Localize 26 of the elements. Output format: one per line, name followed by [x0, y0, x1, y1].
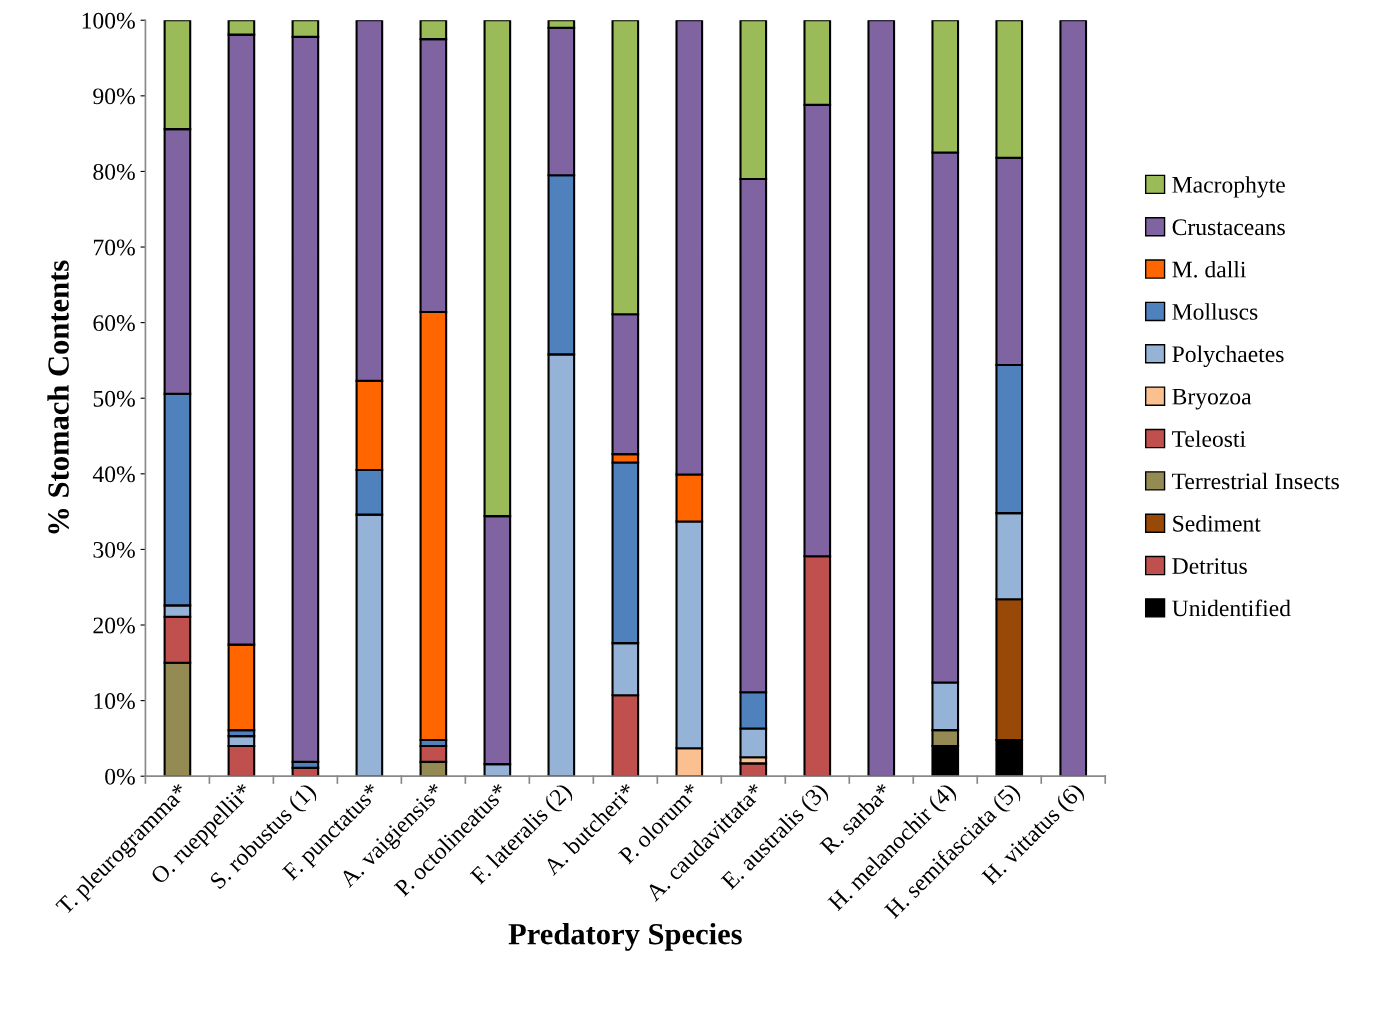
legend-label: Crustaceans — [1172, 219, 1285, 236]
y-tick-label: 0% — [105, 768, 135, 785]
y-tick-label: 50% — [93, 390, 135, 407]
y-tick-label: 20% — [93, 617, 135, 634]
y-tick-label: 30% — [93, 541, 135, 558]
legend-label: Bryozoa — [1172, 388, 1252, 410]
legend-label: Teleosti — [1172, 430, 1246, 447]
legend-label: Molluscs — [1172, 303, 1258, 320]
legend-label: Polychaetes — [1172, 345, 1284, 368]
y-tick-label: 60% — [93, 315, 135, 332]
y-tick-label: 80% — [93, 163, 135, 180]
legend-label: Detritus — [1172, 558, 1247, 574]
y-tick-label: 40% — [92, 466, 135, 483]
x-axis-title: Predatory Species — [508, 922, 742, 951]
legend-label: Terrestrial Insects — [1172, 472, 1339, 490]
y-tick-label: 90% — [93, 88, 135, 105]
y-tick-label: 10% — [94, 693, 135, 710]
y-tick-label: 70% — [93, 239, 135, 256]
bar — [867, 20, 896, 777]
y-axis-title: % Stomach Contents — [47, 260, 69, 534]
y-tick-label: 100% — [82, 12, 135, 29]
legend-label: Unidentified — [1172, 599, 1291, 617]
legend-label: Sediment — [1173, 515, 1261, 532]
bar — [1059, 20, 1088, 777]
legend-label: M. dalli — [1172, 260, 1246, 278]
legend-label: Macrophyte — [1172, 176, 1285, 198]
